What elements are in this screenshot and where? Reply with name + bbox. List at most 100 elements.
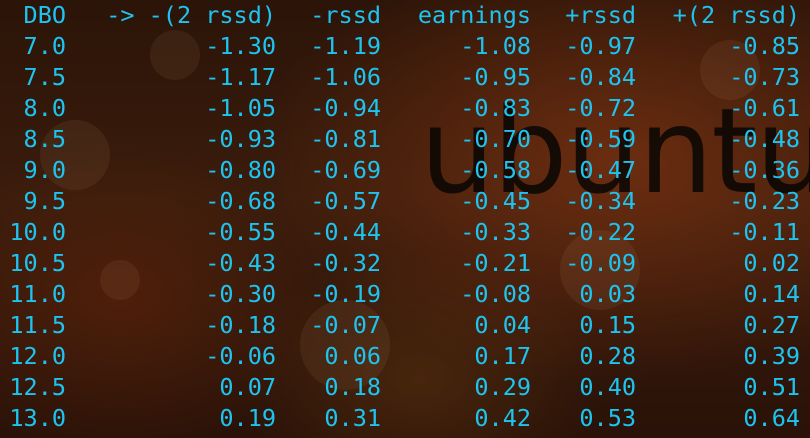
table-cell: -0.19 [310, 280, 381, 308]
table-cell: -0.61 [729, 94, 800, 122]
table-header-row: DBO -> -(2 rssd) -rssd earnings +rssd +(2 rss… [0, 0, 810, 31]
table-cell: -0.48 [729, 125, 800, 153]
table-cell: -1.06 [310, 63, 381, 91]
table-cell: 0.29 [474, 373, 531, 401]
table-cell: 0.51 [743, 373, 800, 401]
table-cell: -0.18 [205, 311, 276, 339]
table-cell: 0.15 [579, 311, 636, 339]
row-label-dbo: 8.5 [23, 125, 66, 153]
table-cell: -0.80 [205, 156, 276, 184]
table-cell: -0.93 [205, 125, 276, 153]
table-cell: -0.83 [460, 94, 531, 122]
table-cell: -0.44 [310, 218, 381, 246]
table-cell: 0.27 [743, 311, 800, 339]
wallpaper-bokeh [300, 300, 390, 390]
table-cell: -0.55 [205, 218, 276, 246]
table-cell: 0.04 [474, 311, 531, 339]
row-label-dbo: 7.0 [23, 32, 66, 60]
table-cell: 0.19 [219, 404, 276, 432]
row-label-dbo: 10.0 [9, 218, 66, 246]
row-label-dbo: 12.5 [9, 373, 66, 401]
table-cell: -0.43 [205, 249, 276, 277]
table-cell: -0.70 [460, 125, 531, 153]
table-cell: -0.36 [729, 156, 800, 184]
column-header: -> -(2 rssd) [106, 1, 276, 29]
table-cell: -0.22 [565, 218, 636, 246]
table-cell: -0.11 [729, 218, 800, 246]
table-cell: 0.64 [743, 404, 800, 432]
table-row: 11.0 -0.30 -0.19 -0.08 0.03 0.14 [0, 279, 810, 310]
table-cell: -0.72 [565, 94, 636, 122]
table-cell: -0.33 [460, 218, 531, 246]
row-label-dbo: 11.5 [9, 311, 66, 339]
row-label-dbo: 8.0 [23, 94, 66, 122]
table-cell: -0.06 [205, 342, 276, 370]
table-cell: -0.57 [310, 187, 381, 215]
table-row: 10.0 -0.55 -0.44 -0.33 -0.22 -0.11 [0, 217, 810, 248]
table-cell: 0.28 [579, 342, 636, 370]
table-cell: 0.39 [743, 342, 800, 370]
ubuntu-logo-watermark: ubuntu [420, 92, 810, 210]
wallpaper-bokeh [700, 40, 760, 100]
table-cell: -0.85 [729, 32, 800, 60]
table-row: 10.5 -0.43 -0.32 -0.21 -0.09 0.02 [0, 248, 810, 279]
row-label-dbo: 13.0 [9, 404, 66, 432]
table-row: 9.5 -0.68 -0.57 -0.45 -0.34 -0.23 [0, 186, 810, 217]
row-label-dbo: 9.0 [23, 156, 66, 184]
table-cell: 0.17 [474, 342, 531, 370]
row-label-dbo: 11.0 [9, 280, 66, 308]
table-cell: -1.19 [310, 32, 381, 60]
table-cell: -0.58 [460, 156, 531, 184]
table-row: 12.5 0.07 0.18 0.29 0.40 0.51 [0, 372, 810, 403]
column-header: DBO [23, 1, 66, 29]
table-cell: -0.45 [460, 187, 531, 215]
table-cell: -0.95 [460, 63, 531, 91]
table-cell: 0.40 [579, 373, 636, 401]
table-cell: -0.81 [310, 125, 381, 153]
table-cell: -0.69 [310, 156, 381, 184]
wallpaper-bokeh [100, 260, 140, 300]
wallpaper-bokeh [40, 120, 110, 190]
ubuntu-logo-text: ubuntu [420, 82, 810, 220]
table-cell: -0.21 [460, 249, 531, 277]
column-header: earnings [417, 1, 531, 29]
table-row: 13.0 0.19 0.31 0.42 0.53 0.64 [0, 403, 810, 434]
table-cell: 0.06 [324, 342, 381, 370]
table-row: 9.0 -0.80 -0.69 -0.58 -0.47 -0.36 [0, 155, 810, 186]
table-cell: -0.94 [310, 94, 381, 122]
table-cell: -0.84 [565, 63, 636, 91]
table-cell: 0.02 [743, 249, 800, 277]
table-cell: -0.47 [565, 156, 636, 184]
row-label-dbo: 10.5 [9, 249, 66, 277]
table-cell: 0.18 [324, 373, 381, 401]
table-cell: -0.23 [729, 187, 800, 215]
table-row: 11.5 -0.18 -0.07 0.04 0.15 0.27 [0, 310, 810, 341]
table-row: 8.0 -1.05 -0.94 -0.83 -0.72 -0.61 [0, 93, 810, 124]
row-label-dbo: 7.5 [23, 63, 66, 91]
column-header: +(2 rssd) [672, 1, 800, 29]
table-cell: -1.08 [460, 32, 531, 60]
table-cell: -0.30 [205, 280, 276, 308]
table-cell: 0.03 [579, 280, 636, 308]
row-label-dbo: 12.0 [9, 342, 66, 370]
wallpaper-bokeh [560, 230, 640, 310]
table-row: 12.0 -0.06 0.06 0.17 0.28 0.39 [0, 341, 810, 372]
table-cell: -0.68 [205, 187, 276, 215]
wallpaper-bokeh [150, 30, 200, 80]
table-row: 7.5 -1.17 -1.06 -0.95 -0.84 -0.73 [0, 62, 810, 93]
table-cell: -0.73 [729, 63, 800, 91]
column-header: +rssd [565, 1, 636, 29]
table-cell: 0.31 [324, 404, 381, 432]
table-row: 8.5 -0.93 -0.81 -0.70 -0.59 -0.48 [0, 124, 810, 155]
table-cell: 0.07 [219, 373, 276, 401]
table-row: 7.0 -1.30 -1.19 -1.08 -0.97 -0.85 [0, 31, 810, 62]
row-label-dbo: 9.5 [23, 187, 66, 215]
table-cell: -1.05 [205, 94, 276, 122]
table-cell: 0.42 [474, 404, 531, 432]
table-cell: -0.59 [565, 125, 636, 153]
column-header: -rssd [310, 1, 381, 29]
table-cell: -0.34 [565, 187, 636, 215]
table-cell: -0.32 [310, 249, 381, 277]
table-cell: -0.08 [460, 280, 531, 308]
